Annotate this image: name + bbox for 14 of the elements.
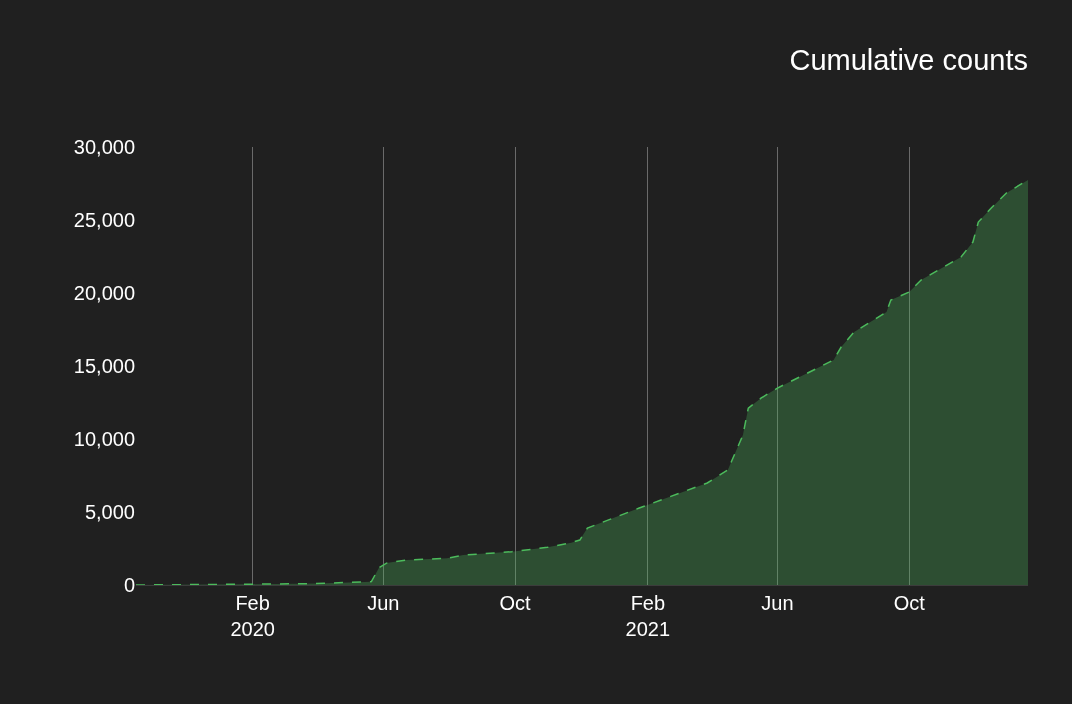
x-tick-label: Jun	[367, 592, 400, 614]
y-tick-label: 10,000	[73, 428, 135, 450]
x-tick-label: Feb 2021	[625, 592, 671, 640]
y-tick-label: 25,000	[73, 209, 135, 231]
y-tick-label: 0	[123, 574, 135, 596]
y-tick-label: 15,000	[73, 355, 135, 377]
y-tick-label: 20,000	[73, 282, 135, 304]
x-tick-label: Oct	[499, 592, 532, 614]
chart-title: Cumulative counts	[789, 44, 1028, 77]
x-tick-label: Oct	[893, 592, 926, 614]
y-tick-label: 30,000	[73, 136, 135, 158]
x-tick-label: Feb 2020	[230, 592, 275, 640]
y-tick-label: 5,000	[84, 501, 135, 523]
x-tick-label: Jun	[761, 592, 794, 614]
